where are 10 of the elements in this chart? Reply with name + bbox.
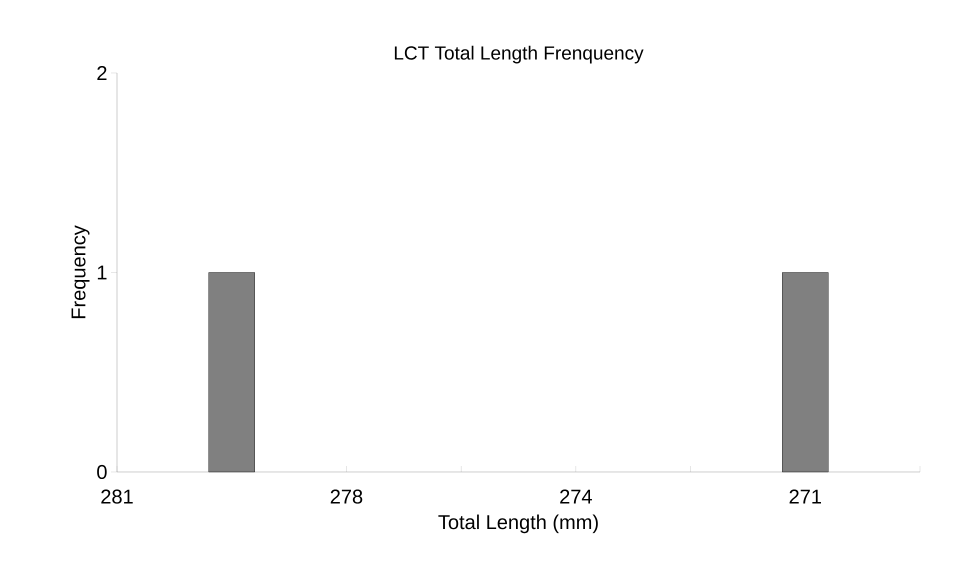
x-tick-label: 271: [790, 490, 821, 504]
x-tick-label: 281: [101, 490, 133, 504]
x-tick-label: 278: [330, 490, 362, 504]
y-tick-label: 2: [97, 66, 106, 80]
x-tick-label: 274: [560, 490, 592, 504]
chart-title: LCT Total Length Frenquency: [394, 46, 644, 64]
y-tick-label: 1: [98, 266, 106, 280]
x-axis-title: Total Length (mm): [438, 514, 598, 534]
y-tick-label: 0: [97, 464, 107, 480]
y-axis-title: Frequency: [72, 225, 90, 318]
